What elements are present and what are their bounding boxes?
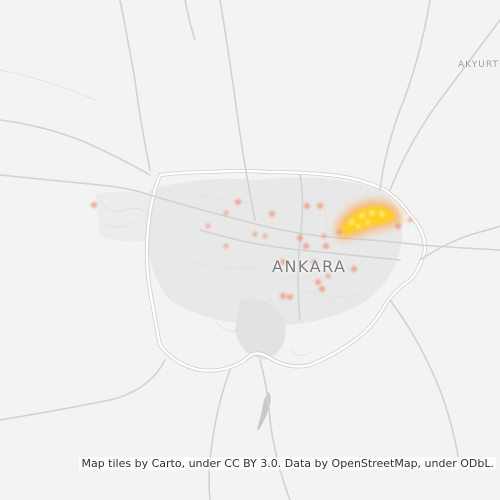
urban-areas (95, 177, 403, 360)
lake (257, 392, 271, 431)
map-attribution[interactable]: Map tiles by Carto, under CC BY 3.0. Dat… (79, 457, 496, 470)
town-label-akyurt: AKYURT (458, 60, 499, 70)
heat-points (91, 199, 413, 300)
city-label-ankara: ANKARA (272, 257, 347, 276)
heatmap-layer (334, 199, 403, 240)
